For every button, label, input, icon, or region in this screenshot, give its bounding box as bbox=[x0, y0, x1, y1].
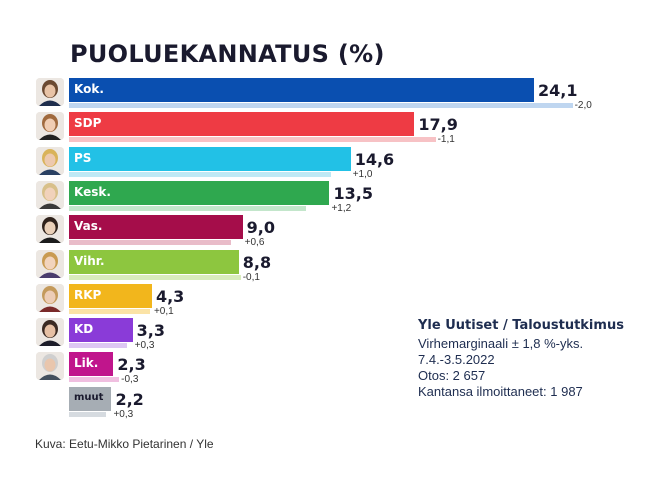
bar: Kok. bbox=[69, 78, 534, 102]
previous-value-bar bbox=[69, 137, 436, 143]
bar: PS bbox=[69, 146, 351, 171]
bar-category-label: Lik. bbox=[74, 356, 99, 371]
change-label: +0,6 bbox=[244, 237, 265, 249]
bar-row: Kok. 24,1 -2,0 bbox=[0, 78, 662, 112]
bar-value-label: 14,6 bbox=[354, 149, 395, 169]
bar-value-label: 4,3 bbox=[155, 286, 185, 306]
previous-value-bar bbox=[69, 274, 241, 280]
previous-value-bar bbox=[69, 205, 307, 211]
change-label: -0,1 bbox=[242, 271, 260, 283]
bar-row: Lik. 2,3 -0,3 bbox=[0, 352, 662, 386]
previous-value-bar bbox=[69, 171, 332, 177]
bar-row: muut 2,2 +0,3 bbox=[0, 386, 662, 421]
person-sdp-icon bbox=[36, 112, 64, 141]
previous-value-bar bbox=[69, 240, 232, 246]
previous-value-bar bbox=[69, 411, 106, 417]
person-kesk-icon bbox=[36, 180, 64, 209]
bar-category-label: KD bbox=[74, 322, 94, 337]
source-info-box: Yle Uutiset / Taloustutkimus Virhemargin… bbox=[418, 318, 658, 400]
change-label: +0,3 bbox=[134, 340, 155, 352]
bar-row: Vas. 9,0 +0,6 bbox=[0, 215, 662, 249]
bar-category-label: Kesk. bbox=[74, 184, 111, 199]
bar-value-label: 2,3 bbox=[117, 355, 146, 375]
bar-row: KD 3,3 +0,3 bbox=[0, 318, 662, 352]
previous-value-bar bbox=[69, 103, 573, 108]
margin-of-error: Virhemarginaali ± 1,8 %-yks. bbox=[418, 336, 584, 351]
person-vas-icon bbox=[36, 215, 64, 244]
bar: muut bbox=[69, 386, 112, 411]
bar-category-label: Vas. bbox=[74, 219, 103, 234]
bar: Lik. bbox=[69, 352, 114, 377]
bar-category-label: SDP bbox=[74, 116, 102, 131]
bar-row: Kesk. 13,5 +1,2 bbox=[0, 180, 662, 215]
bar: Kesk. bbox=[69, 180, 330, 205]
bar: Vas. bbox=[69, 215, 243, 240]
bar-category-label: Kok. bbox=[74, 82, 104, 96]
person-lik-icon bbox=[36, 352, 64, 381]
bar-value-label: 17,9 bbox=[418, 115, 458, 135]
previous-value-bar bbox=[69, 308, 151, 314]
bar: SDP bbox=[69, 112, 415, 137]
person-kok-icon bbox=[36, 78, 64, 106]
chart-title: PUOLUEKANNATUS (%) bbox=[70, 40, 385, 68]
bar-value-label: 13,5 bbox=[333, 183, 373, 203]
bar-category-label: muut bbox=[74, 391, 104, 403]
bar-value-label: 8,8 bbox=[242, 252, 272, 272]
stated-support-count: Kantansa ilmoittaneet: 1 987 bbox=[418, 384, 583, 399]
bar-row: SDP 17,9 -1,1 bbox=[0, 112, 662, 146]
bar-category-label: PS bbox=[74, 150, 92, 165]
bar: KD bbox=[69, 318, 133, 343]
change-label: +0,3 bbox=[113, 408, 134, 420]
person-ps-icon bbox=[36, 146, 64, 175]
bar-value-label: 24,1 bbox=[538, 81, 578, 100]
bar-row: Vihr. 8,8 -0,1 bbox=[0, 249, 662, 284]
change-label: +1,0 bbox=[352, 168, 373, 180]
source-name: Yle Uutiset / Taloustutkimus bbox=[418, 318, 624, 333]
change-label: +1,2 bbox=[331, 202, 352, 214]
change-label: +0,1 bbox=[153, 305, 174, 317]
bar-row: RKP 4,3 +0,1 bbox=[0, 283, 662, 318]
bar-row: PS 14,6 +1,0 bbox=[0, 146, 662, 181]
bar-category-label: RKP bbox=[74, 287, 102, 302]
person-rkp-icon bbox=[36, 283, 64, 312]
bar: RKP bbox=[69, 283, 152, 308]
change-label: -0,3 bbox=[121, 374, 139, 386]
person-kd-icon bbox=[36, 318, 64, 347]
change-label: -2,0 bbox=[574, 100, 592, 111]
sample-size: Otos: 2 657 bbox=[418, 368, 486, 383]
image-caption: Kuva: Eetu-Mikko Pietarinen / Yle bbox=[35, 437, 214, 451]
survey-period: 7.4.-3.5.2022 bbox=[418, 352, 495, 367]
bar-value-label: 9,0 bbox=[246, 218, 275, 238]
previous-value-bar bbox=[69, 343, 127, 349]
bar: Vihr. bbox=[69, 249, 239, 274]
previous-value-bar bbox=[69, 377, 120, 383]
person-vihr-icon bbox=[36, 249, 64, 278]
change-label: -1,1 bbox=[437, 134, 455, 146]
bar-category-label: Vihr. bbox=[74, 253, 105, 268]
bar-value-label: 3,3 bbox=[136, 321, 166, 341]
bar-value-label: 2,2 bbox=[115, 389, 144, 409]
